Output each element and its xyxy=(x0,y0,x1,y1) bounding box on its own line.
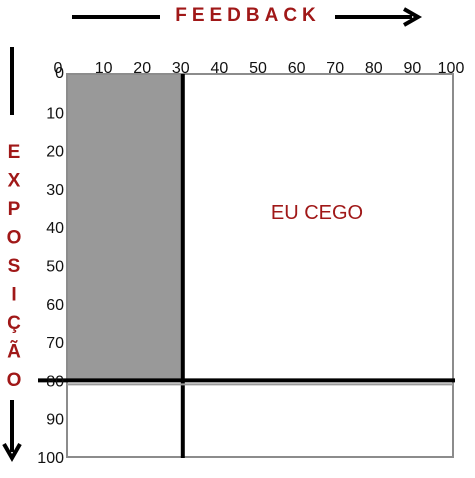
shaded-quadrant xyxy=(67,74,183,381)
y-tick-label: 70 xyxy=(46,335,64,352)
x-tick-label: 90 xyxy=(404,60,422,77)
exposicao-letter: E xyxy=(8,142,21,163)
exposicao-letter: Ã xyxy=(7,341,21,363)
y-tick-label: 80 xyxy=(46,373,64,390)
x-tick-label: 70 xyxy=(326,60,344,77)
y-tick-label: 0 xyxy=(55,65,64,82)
y-axis-ticks: 0 10 20 30 40 50 60 70 80 90 100 xyxy=(37,65,64,467)
eu-cego-label: EU CEGO xyxy=(271,202,363,224)
x-tick-label: 80 xyxy=(365,60,383,77)
exposicao-letter: O xyxy=(7,228,22,249)
x-tick-label: 30 xyxy=(172,60,190,77)
y-tick-label: 60 xyxy=(46,297,64,314)
exposicao-letter: O xyxy=(7,370,22,391)
x-tick-label: 50 xyxy=(249,60,267,77)
feedback-arrow-head xyxy=(403,7,423,27)
y-tick-label: 90 xyxy=(46,412,64,429)
x-tick-label: 10 xyxy=(95,60,113,77)
feedback-title: FEEDBACK xyxy=(175,5,321,26)
y-tick-label: 20 xyxy=(46,144,64,161)
x-tick-label: 60 xyxy=(288,60,306,77)
y-tick-label: 40 xyxy=(46,220,64,237)
x-tick-label: 20 xyxy=(133,60,151,77)
feedback-arrow xyxy=(72,7,423,27)
exposicao-letter: I xyxy=(11,285,16,306)
y-tick-label: 10 xyxy=(46,105,64,122)
exposicao-letter: S xyxy=(8,256,21,277)
y-tick-label: 100 xyxy=(37,450,64,467)
exposicao-letter: P xyxy=(8,199,21,220)
exposicao-arrow xyxy=(2,47,22,463)
x-axis-ticks: 0 10 20 30 40 50 60 70 80 90 100 xyxy=(54,60,465,77)
y-tick-label: 50 xyxy=(46,259,64,276)
x-tick-label: 40 xyxy=(211,60,229,77)
exposicao-letter: Ç xyxy=(7,313,21,334)
y-tick-label: 30 xyxy=(46,182,64,199)
x-tick-label: 0 xyxy=(54,60,63,77)
exposicao-arrow-head xyxy=(2,443,22,463)
grid-border xyxy=(66,73,454,458)
x-tick-label: 100 xyxy=(438,60,465,77)
exposicao-letter: X xyxy=(8,171,21,192)
